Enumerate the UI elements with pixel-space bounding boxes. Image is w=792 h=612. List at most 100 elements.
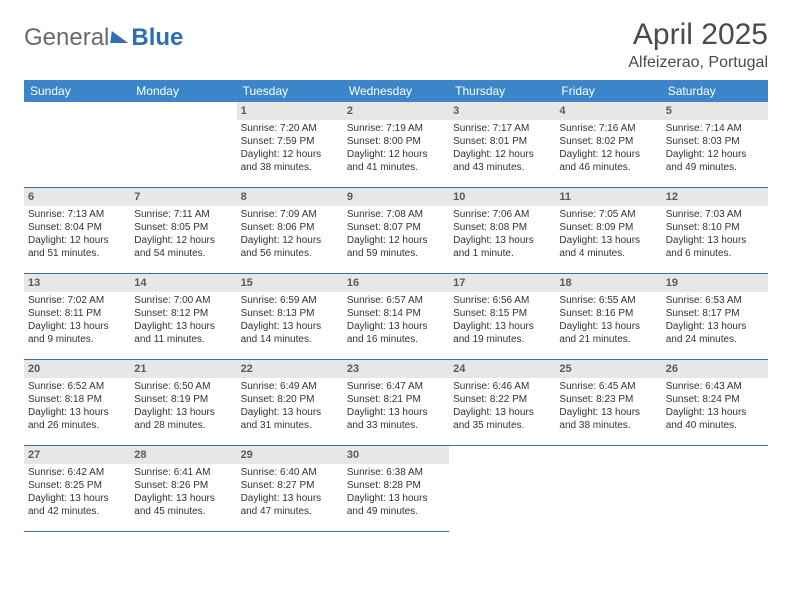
- weekday-header: Friday: [555, 80, 661, 102]
- day-number: 9: [343, 188, 449, 206]
- sunrise-line: Sunrise: 7:08 AM: [347, 208, 445, 221]
- sunset-line: Sunset: 8:16 PM: [559, 307, 657, 320]
- daylight-line: Daylight: 13 hours and 21 minutes.: [559, 320, 657, 346]
- sunset-line: Sunset: 7:59 PM: [241, 135, 339, 148]
- sunrise-line: Sunrise: 7:17 AM: [453, 122, 551, 135]
- sunrise-line: Sunrise: 6:53 AM: [666, 294, 764, 307]
- logo-mark-icon: [111, 31, 131, 43]
- calendar-cell: 29Sunrise: 6:40 AMSunset: 8:27 PMDayligh…: [237, 446, 343, 532]
- calendar: SundayMondayTuesdayWednesdayThursdayFrid…: [24, 80, 768, 532]
- day-number: 8: [237, 188, 343, 206]
- daylight-line: Daylight: 13 hours and 6 minutes.: [666, 234, 764, 260]
- calendar-cell: 16Sunrise: 6:57 AMSunset: 8:14 PMDayligh…: [343, 274, 449, 360]
- day-number: 25: [555, 360, 661, 378]
- calendar-cell: 18 Sunrise: 6:55 AMSunset: 8:16 PMDayligh…: [555, 274, 661, 360]
- sunset-line: Sunset: 8:25 PM: [28, 479, 126, 492]
- calendar-cell: 1Sunrise: 7:20 AMSunset: 7:59 PMDaylight…: [237, 102, 343, 188]
- day-number: 10: [449, 188, 555, 206]
- sunrise-line: Sunrise: 7:11 AM: [134, 208, 232, 221]
- calendar-cell: 25Sunrise: 6:45 AMSunset: 8:23 PMDayligh…: [555, 360, 661, 446]
- day-number: 4: [555, 102, 661, 120]
- sunset-line: Sunset: 8:18 PM: [28, 393, 126, 406]
- day-number: 16: [343, 274, 449, 292]
- sunset-line: Sunset: 8:04 PM: [28, 221, 126, 234]
- daylight-line: Daylight: 13 hours and 1 minute.: [453, 234, 551, 260]
- sunrise-line: Sunrise: 6:52 AM: [28, 380, 126, 393]
- sunset-line: Sunset: 8:24 PM: [666, 393, 764, 406]
- daylight-line: Daylight: 12 hours and 46 minutes.: [559, 148, 657, 174]
- calendar-cell: 15Sunrise: 6:59 AMSunset: 8:13 PMDayligh…: [237, 274, 343, 360]
- logo: General Blue: [24, 18, 183, 52]
- sunrise-line: Sunrise: 6:57 AM: [347, 294, 445, 307]
- sunrise-line: Sunrise: 6:56 AM: [453, 294, 551, 307]
- daylight-line: Daylight: 12 hours and 41 minutes.: [347, 148, 445, 174]
- calendar-cell: 3Sunrise: 7:17 AMSunset: 8:01 PMDaylight…: [449, 102, 555, 188]
- daylight-line: Daylight: 13 hours and 33 minutes.: [347, 406, 445, 432]
- calendar-cell-blank: [662, 446, 768, 532]
- calendar-cell-empty: [24, 102, 130, 188]
- sunset-line: Sunset: 8:28 PM: [347, 479, 445, 492]
- daylight-line: Daylight: 12 hours and 49 minutes.: [666, 148, 764, 174]
- sunset-line: Sunset: 8:02 PM: [559, 135, 657, 148]
- sunrise-line: Sunrise: 6:40 AM: [241, 466, 339, 479]
- calendar-cell-blank: [449, 446, 555, 532]
- day-number: 5: [662, 102, 768, 120]
- sunset-line: Sunset: 8:15 PM: [453, 307, 551, 320]
- daylight-line: Daylight: 12 hours and 56 minutes.: [241, 234, 339, 260]
- day-number: 23: [343, 360, 449, 378]
- weekday-header: Monday: [130, 80, 236, 102]
- day-number: 1: [237, 102, 343, 120]
- day-number: 17: [449, 274, 555, 292]
- sunrise-line: Sunrise: 6:43 AM: [666, 380, 764, 393]
- day-number: 2: [343, 102, 449, 120]
- day-number: 22: [237, 360, 343, 378]
- daylight-line: Daylight: 13 hours and 45 minutes.: [134, 492, 232, 518]
- sunrise-line: Sunrise: 7:03 AM: [666, 208, 764, 221]
- calendar-cell: 4 Sunrise: 7:16 AMSunset: 8:02 PMDaylight…: [555, 102, 661, 188]
- sunset-line: Sunset: 8:14 PM: [347, 307, 445, 320]
- calendar-grid: 1Sunrise: 7:20 AMSunset: 7:59 PMDaylight…: [24, 102, 768, 532]
- weekday-header: Tuesday: [237, 80, 343, 102]
- sunrise-line: Sunrise: 6:55 AM: [559, 294, 657, 307]
- sunrise-line: Sunrise: 7:14 AM: [666, 122, 764, 135]
- logo-text-2: Blue: [131, 24, 183, 52]
- daylight-line: Daylight: 13 hours and 24 minutes.: [666, 320, 764, 346]
- daylight-line: Daylight: 13 hours and 28 minutes.: [134, 406, 232, 432]
- sunset-line: Sunset: 8:13 PM: [241, 307, 339, 320]
- sunrise-line: Sunrise: 7:05 AM: [559, 208, 657, 221]
- sunset-line: Sunset: 8:12 PM: [134, 307, 232, 320]
- day-number: 18: [555, 274, 661, 292]
- sunrise-line: Sunrise: 7:00 AM: [134, 294, 232, 307]
- calendar-cell: 8Sunrise: 7:09 AMSunset: 8:06 PMDaylight…: [237, 188, 343, 274]
- sunset-line: Sunset: 8:10 PM: [666, 221, 764, 234]
- calendar-cell: 6Sunrise: 7:13 AMSunset: 8:04 PMDaylight…: [24, 188, 130, 274]
- calendar-cell: 5 Sunrise: 7:14 AMSunset: 8:03 PMDaylight…: [662, 102, 768, 188]
- calendar-cell-empty: [130, 102, 236, 188]
- day-number: 21: [130, 360, 236, 378]
- day-number: 29: [237, 446, 343, 464]
- day-number: 7: [130, 188, 236, 206]
- sunset-line: Sunset: 8:20 PM: [241, 393, 339, 406]
- day-number: 12: [662, 188, 768, 206]
- weekday-header: Thursday: [449, 80, 555, 102]
- daylight-line: Daylight: 13 hours and 49 minutes.: [347, 492, 445, 518]
- daylight-line: Daylight: 13 hours and 11 minutes.: [134, 320, 232, 346]
- sunset-line: Sunset: 8:21 PM: [347, 393, 445, 406]
- daylight-line: Daylight: 13 hours and 40 minutes.: [666, 406, 764, 432]
- calendar-cell: 30Sunrise: 6:38 AMSunset: 8:28 PMDayligh…: [343, 446, 449, 532]
- daylight-line: Daylight: 13 hours and 47 minutes.: [241, 492, 339, 518]
- daylight-line: Daylight: 13 hours and 38 minutes.: [559, 406, 657, 432]
- sunrise-line: Sunrise: 7:16 AM: [559, 122, 657, 135]
- daylight-line: Daylight: 12 hours and 38 minutes.: [241, 148, 339, 174]
- calendar-cell: 24Sunrise: 6:46 AMSunset: 8:22 PMDayligh…: [449, 360, 555, 446]
- sunrise-line: Sunrise: 6:41 AM: [134, 466, 232, 479]
- daylight-line: Daylight: 12 hours and 54 minutes.: [134, 234, 232, 260]
- day-number: 15: [237, 274, 343, 292]
- day-number: 27: [24, 446, 130, 464]
- sunrise-line: Sunrise: 6:49 AM: [241, 380, 339, 393]
- sunset-line: Sunset: 8:03 PM: [666, 135, 764, 148]
- sunrise-line: Sunrise: 7:06 AM: [453, 208, 551, 221]
- sunset-line: Sunset: 8:09 PM: [559, 221, 657, 234]
- daylight-line: Daylight: 13 hours and 31 minutes.: [241, 406, 339, 432]
- sunset-line: Sunset: 8:01 PM: [453, 135, 551, 148]
